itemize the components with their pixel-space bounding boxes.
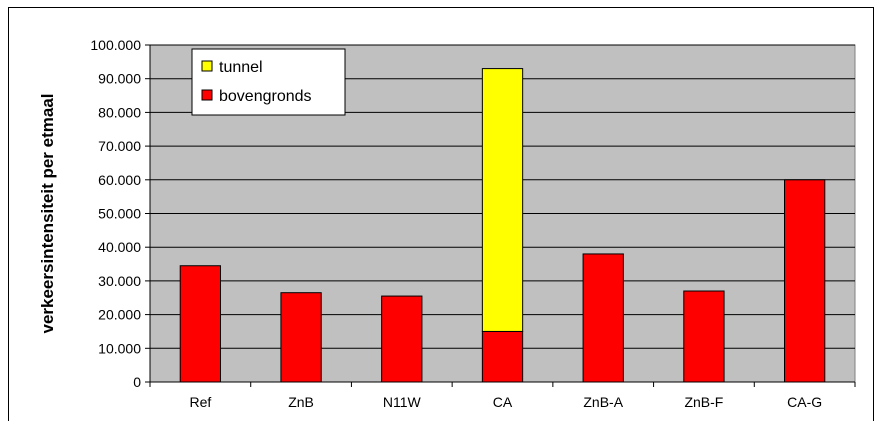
- y-tick-label: 100.000: [90, 37, 141, 53]
- x-tick-label: Ref: [189, 394, 211, 410]
- x-tick-labels: Ref ZnB N11W CA ZnB-A ZnB-F CA-G: [189, 394, 822, 410]
- x-tick-label: ZnB-F: [684, 394, 723, 410]
- x-tick-label: ZnB-A: [583, 394, 623, 410]
- y-tick-label: 70.000: [98, 138, 141, 154]
- y-tick-label: 60.000: [98, 172, 141, 188]
- y-tick-label: 0: [133, 374, 141, 390]
- x-tick-label: CA-G: [787, 394, 822, 410]
- y-tick-label: 10.000: [98, 340, 141, 356]
- legend-swatch-tunnel: [201, 60, 213, 72]
- x-tick-label: ZnB: [288, 394, 314, 410]
- axes: [145, 44, 856, 387]
- legend: tunnel bovengronds: [191, 48, 346, 116]
- bars: [179, 68, 826, 383]
- bar-bovengronds-CA-G: [784, 179, 826, 383]
- bar-bovengronds-N11W: [381, 295, 423, 383]
- bar-bovengronds-CA: [481, 330, 524, 383]
- y-axis-label: verkeersintensiteit per etmaal: [38, 93, 57, 333]
- legend-box: [191, 48, 346, 116]
- x-tick-label: N11W: [383, 394, 422, 410]
- y-tick-label: 50.000: [98, 206, 141, 222]
- bar-bovengronds-ZnB-F: [683, 290, 725, 383]
- bar-bovengronds-Ref: [179, 265, 221, 383]
- y-tick-label: 90.000: [98, 71, 141, 87]
- y-tick-label: 40.000: [98, 239, 141, 255]
- legend-label-tunnel: tunnel: [219, 59, 263, 76]
- x-tick-label: CA: [493, 394, 513, 410]
- y-tick-label: 20.000: [98, 307, 141, 323]
- bar-tunnel-CA: [481, 68, 524, 332]
- y-tick-label: 30.000: [98, 273, 141, 289]
- y-tick-labels: 0 10.000 20.000 30.000 40.000 50.000 60.000 70.…: [90, 37, 141, 390]
- bar-bovengronds-ZnB: [280, 292, 322, 383]
- y-tick-label: 80.000: [98, 104, 141, 120]
- legend-swatch-bovengronds: [201, 89, 213, 101]
- legend-label-bovengronds: bovengronds: [219, 88, 312, 105]
- bar-bovengronds-ZnB-A: [582, 253, 624, 383]
